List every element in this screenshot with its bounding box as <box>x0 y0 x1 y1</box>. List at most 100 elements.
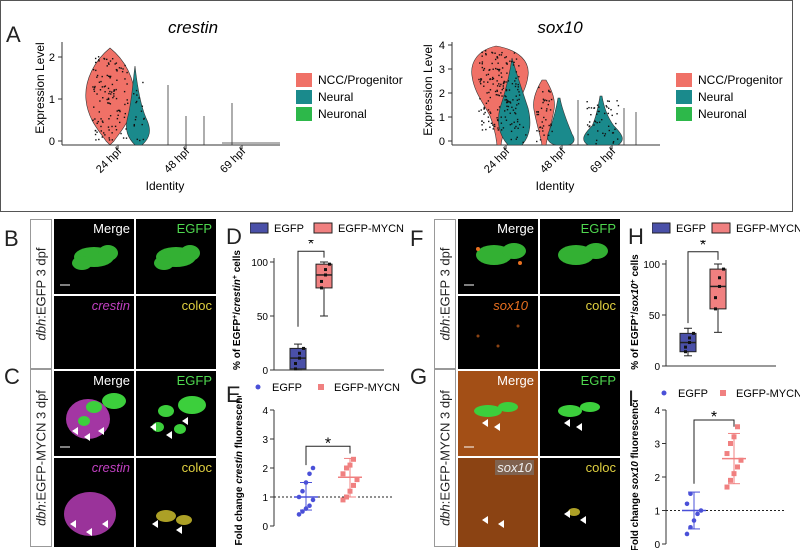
cell-dot <box>598 110 600 113</box>
cell-dot <box>518 75 520 78</box>
cell-dot <box>108 118 110 120</box>
violin-sox10-69-neural <box>583 95 623 146</box>
cell-dot <box>500 76 503 78</box>
cell-dot <box>596 121 598 124</box>
cell-dot <box>124 64 126 67</box>
cell-dot <box>99 89 102 91</box>
cell-dot <box>106 58 108 61</box>
chart-ylabel-part: fluorescence <box>234 396 245 451</box>
cell-dot <box>124 112 127 115</box>
cell-dot <box>548 90 550 93</box>
cell-dot <box>500 122 503 124</box>
violin-crestin-24-neural <box>126 65 150 146</box>
cell-dot <box>510 138 512 141</box>
cell-dot <box>549 91 551 93</box>
cell-dot <box>522 126 525 128</box>
panel-letter-e: E <box>226 382 241 407</box>
cell-dot <box>596 104 599 106</box>
cell-dot <box>101 136 104 138</box>
cell-dot <box>504 56 506 59</box>
y-tick-label: 100 <box>643 260 660 271</box>
y-tick-label: 4 <box>654 406 660 417</box>
cell-dot <box>512 109 515 111</box>
cell-dot <box>496 80 498 82</box>
cell-dot <box>550 123 552 126</box>
cell-dot <box>488 120 490 123</box>
cell-dot <box>108 92 110 95</box>
cell-dot <box>596 113 598 115</box>
cell-dot <box>514 80 516 82</box>
cell-dot <box>507 80 510 82</box>
cell-dot <box>479 98 481 100</box>
legend-swatch-ncc <box>676 73 692 87</box>
micro-c-egfp: EGFP <box>136 371 216 456</box>
cell-dot <box>133 123 135 126</box>
cell-dot <box>545 110 548 112</box>
cell-dot <box>109 77 111 79</box>
cell-dot <box>102 121 104 124</box>
cell-dot <box>108 129 110 131</box>
y-tick-label: 3 <box>439 64 445 76</box>
legend-label-mycn: EGFP-MYCN <box>334 382 400 394</box>
micro-g-merge: Merge <box>458 371 538 456</box>
micro-b-coloc: coloc <box>136 296 216 369</box>
cell-dot <box>96 93 98 95</box>
row-label-f-gene: dbh <box>437 318 453 341</box>
cell-dot <box>106 98 108 101</box>
cell-dot <box>505 119 508 121</box>
cell-dot <box>484 111 486 114</box>
box-point <box>298 356 301 360</box>
cell-dot <box>102 132 105 134</box>
cell-dot <box>487 109 490 111</box>
cell-dot <box>498 68 501 71</box>
row-label-c-text: :EGFP-MYCN 3 dpf <box>33 390 49 505</box>
cell-dot <box>488 69 490 71</box>
cell-dot <box>483 121 485 124</box>
micro-c-coloc: coloc <box>136 458 216 547</box>
scatter-point <box>684 531 690 537</box>
cell-dot <box>548 100 550 102</box>
box-point <box>684 345 687 349</box>
cell-dot <box>617 104 620 107</box>
cell-dot <box>510 130 513 133</box>
cell-dot <box>108 102 110 104</box>
cell-dot <box>615 122 617 125</box>
panel-letter-i: I <box>628 386 635 411</box>
cell-dot <box>95 139 97 141</box>
cell-dot <box>551 130 553 133</box>
cell-dot <box>496 56 498 58</box>
cell-dot <box>605 105 607 107</box>
cell-dot <box>489 112 492 114</box>
cell-dot <box>116 110 118 112</box>
micro-c-crestin: crestin <box>54 458 134 547</box>
box-point <box>294 367 297 371</box>
chart-ylabel-part: + <box>232 275 239 279</box>
cell-dot <box>612 142 614 144</box>
cell-dot <box>501 67 504 69</box>
cell-dot <box>93 90 96 93</box>
cell-dot <box>494 52 496 54</box>
micro-c-merge: Merge <box>54 371 134 456</box>
row-label-g-text: :EGFP-MYCN 3 dpf <box>437 390 453 505</box>
cell-dot <box>587 133 589 136</box>
cell-dot <box>478 110 480 112</box>
cell-dot <box>594 120 596 122</box>
chart-ylabel-part: cells <box>630 254 641 279</box>
xlabel-sox10: Identity <box>536 179 575 193</box>
cell-dot <box>498 54 501 56</box>
y-tick-label: 1 <box>654 507 660 518</box>
panel-letter-d: D <box>226 224 242 249</box>
cell-dot <box>542 98 545 100</box>
panel-a-violins: crestin Expression Level 0 1 2 24 hpf 48 hp… <box>33 18 783 193</box>
legend-dot-egfp <box>255 384 261 390</box>
row-label-g: dbh:EGFP-MYCN 3 dpf <box>434 369 456 547</box>
chart-ylabel: % of EGFP+/sox10+ cells <box>630 254 642 370</box>
y-tick-label: 2 <box>49 52 55 64</box>
cell-dot <box>100 80 102 83</box>
violin-crestin-dots <box>92 56 145 142</box>
cell-dot <box>507 105 510 108</box>
cell-dot <box>516 99 519 101</box>
cell-dot <box>516 118 519 121</box>
cell-dot <box>123 90 126 93</box>
